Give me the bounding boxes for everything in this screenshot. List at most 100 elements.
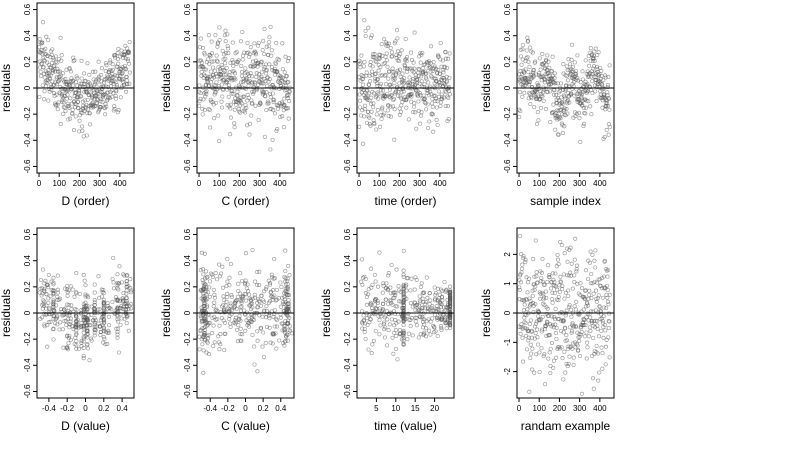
data-point	[221, 68, 226, 73]
data-point	[92, 316, 97, 321]
data-point	[547, 275, 552, 280]
data-point	[288, 328, 293, 333]
data-point	[538, 105, 544, 111]
data-point	[551, 277, 556, 282]
x-tick-label: 15	[411, 404, 420, 413]
data-point	[560, 112, 565, 117]
data-point	[47, 62, 52, 67]
data-point	[226, 94, 231, 99]
data-point	[85, 97, 90, 102]
data-point	[551, 102, 556, 107]
data-point	[241, 94, 246, 99]
data-point	[421, 290, 427, 295]
x-tick-label: 200	[393, 179, 407, 188]
data-point	[574, 299, 579, 304]
data-point	[587, 292, 592, 298]
x-tick-label: 400	[113, 179, 127, 188]
data-point	[249, 319, 254, 324]
data-point	[599, 68, 604, 73]
data-point	[55, 315, 60, 320]
data-point	[545, 279, 550, 285]
data-point	[46, 300, 51, 305]
data-point	[248, 45, 253, 50]
data-point	[229, 91, 234, 96]
data-point	[101, 328, 106, 333]
data-point	[401, 86, 406, 92]
data-point	[68, 69, 73, 74]
data-point	[92, 282, 97, 287]
data-point	[77, 291, 82, 297]
y-tick-label: 0	[183, 85, 192, 90]
data-point	[57, 77, 62, 82]
data-point	[285, 80, 290, 85]
data-point	[226, 46, 231, 51]
data-point	[438, 40, 443, 46]
data-point	[598, 284, 603, 289]
data-point	[202, 50, 207, 55]
data-point	[38, 40, 43, 45]
data-point	[228, 106, 233, 111]
data-point	[239, 300, 244, 305]
data-point	[286, 106, 291, 111]
data-point	[540, 52, 545, 57]
x-axis-label: time (value)	[374, 419, 437, 433]
data-point	[216, 334, 221, 339]
data-point	[577, 353, 583, 359]
data-point	[401, 89, 406, 94]
data-point	[223, 303, 228, 308]
data-point	[263, 94, 268, 99]
data-point	[566, 288, 571, 293]
y-tick-label: 0	[503, 85, 512, 90]
data-point	[542, 295, 547, 300]
data-point	[92, 298, 97, 303]
data-point	[115, 56, 121, 62]
data-point	[87, 111, 92, 116]
data-point	[201, 348, 206, 353]
data-point	[585, 82, 590, 87]
data-point	[207, 61, 212, 66]
data-point	[570, 64, 576, 69]
data-point	[207, 279, 213, 284]
data-point	[222, 33, 227, 38]
data-point	[605, 83, 610, 88]
data-point	[49, 60, 55, 65]
data-point	[270, 137, 275, 142]
data-point	[569, 330, 574, 335]
data-point	[125, 273, 130, 278]
data-point	[208, 125, 213, 130]
scatter-panel-4: 0 100 200 300 400-0.6-0.4-0.200.20.40.6sampl…	[479, 2, 615, 208]
data-point	[252, 362, 257, 367]
data-point	[267, 35, 272, 40]
data-point	[74, 346, 79, 351]
data-point	[65, 293, 70, 298]
data-point	[244, 76, 249, 81]
data-point	[565, 101, 570, 106]
data-point	[405, 66, 410, 71]
data-point	[212, 300, 217, 305]
data-point	[395, 36, 400, 41]
data-point	[395, 304, 400, 309]
data-point	[397, 299, 402, 304]
data-point	[101, 318, 106, 323]
data-point	[98, 99, 103, 104]
data-point	[73, 114, 78, 119]
data-point	[402, 294, 407, 300]
data-point	[527, 322, 532, 327]
x-axis-label: sample index	[530, 194, 601, 208]
data-point	[283, 302, 288, 307]
data-point	[549, 340, 555, 346]
data-point	[59, 58, 64, 63]
scatter-panel-3: 0 100 200 300 400-0.6-0.4-0.200.20.40.6time …	[319, 2, 455, 208]
data-point	[394, 267, 399, 272]
data-point	[525, 290, 530, 295]
x-tick-label: 0.4	[275, 404, 287, 413]
data-point	[268, 281, 273, 286]
data-point	[563, 290, 568, 295]
data-point	[436, 89, 441, 94]
data-point	[111, 286, 117, 291]
data-point	[225, 294, 230, 300]
data-point	[231, 99, 237, 104]
data-point	[92, 333, 97, 338]
x-tick-label: 0.2	[258, 404, 270, 413]
data-point	[521, 359, 526, 364]
